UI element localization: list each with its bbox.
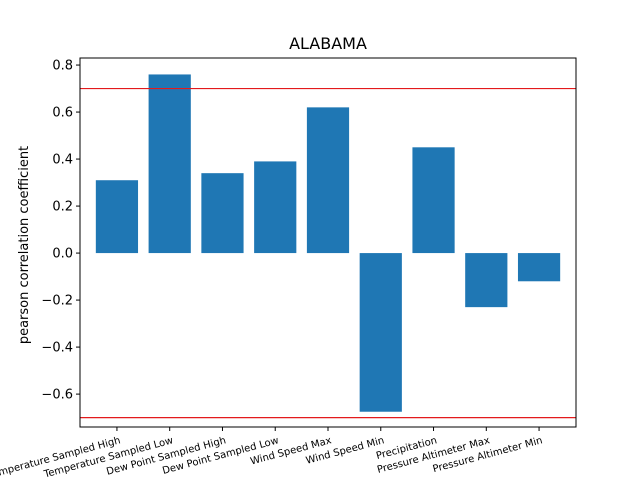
chart-title: ALABAMA — [289, 34, 367, 53]
y-tick-label: −0.2 — [41, 294, 73, 309]
bar — [465, 253, 508, 308]
y-tick-label: 0.6 — [52, 106, 73, 121]
y-tick-label: −0.6 — [41, 388, 73, 403]
bar — [201, 173, 244, 254]
y-tick-label: 0.2 — [52, 200, 73, 215]
bar — [148, 74, 191, 254]
bar — [306, 107, 350, 254]
bar — [359, 253, 402, 412]
y-tick-label: 0.4 — [52, 153, 73, 168]
y-tick-label: −0.4 — [41, 341, 73, 356]
y-tick-label: 0.0 — [52, 247, 73, 262]
y-tick-label: 0.8 — [52, 59, 73, 74]
bar — [254, 161, 297, 254]
bar — [517, 253, 561, 282]
y-axis-label: pearson correlation coefficient — [17, 146, 32, 344]
bar — [412, 147, 455, 254]
bar — [95, 180, 139, 254]
